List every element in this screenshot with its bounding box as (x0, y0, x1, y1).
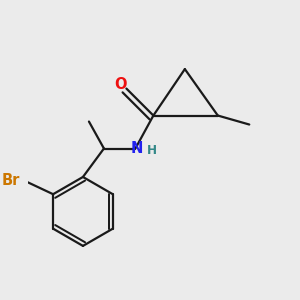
Text: H: H (147, 144, 157, 158)
Text: N: N (131, 141, 143, 156)
Text: O: O (114, 77, 127, 92)
Text: Br: Br (2, 173, 20, 188)
